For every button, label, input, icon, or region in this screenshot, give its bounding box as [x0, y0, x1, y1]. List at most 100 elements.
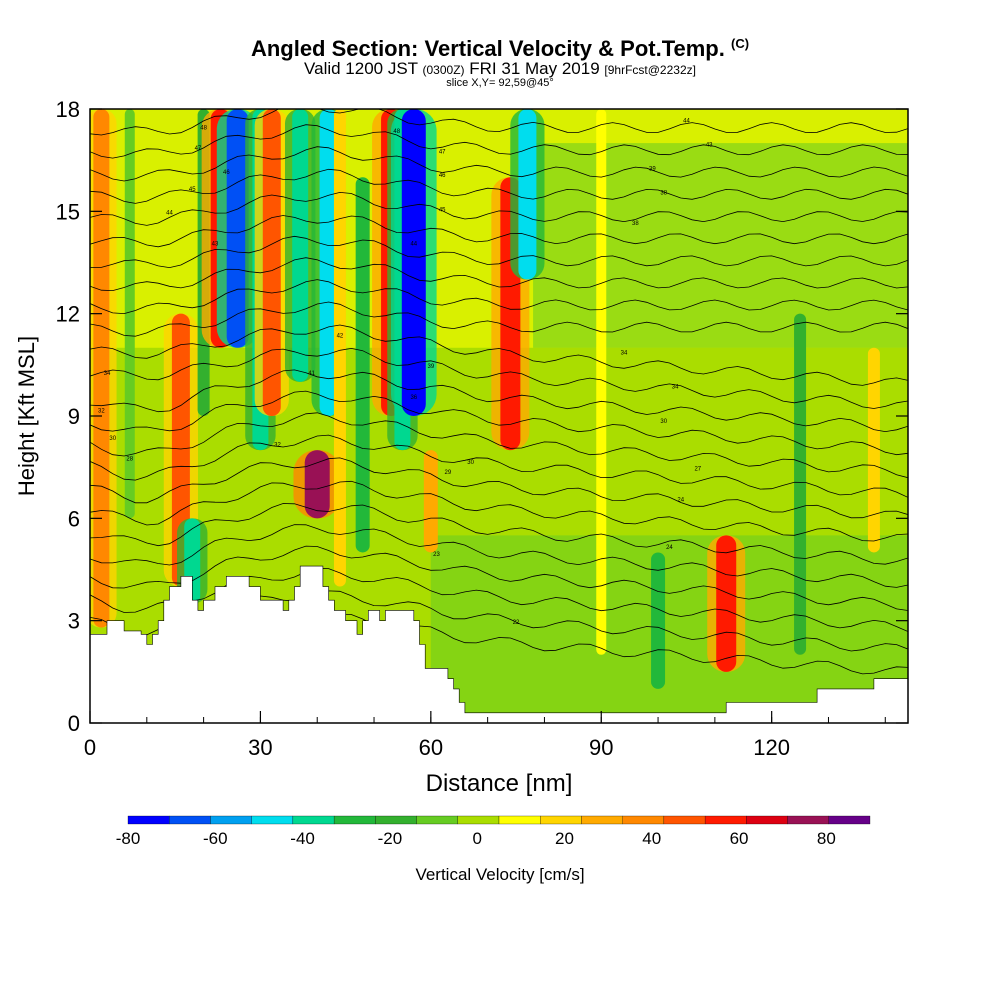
colorbar-tick-label: 40: [642, 829, 661, 848]
y-tick-label: 0: [68, 711, 80, 736]
colorbar-label: Vertical Velocity [cm/s]: [415, 865, 584, 884]
isotherm-label: 48: [200, 125, 207, 131]
isotherm-label: 41: [308, 371, 315, 377]
valid-date: FRI 31 May 2019: [469, 59, 600, 78]
isotherm-line: [90, 412, 908, 479]
isotherm-label: 24: [666, 545, 673, 551]
velocity-plume: [93, 109, 110, 628]
isotherm-line: [90, 279, 908, 315]
isotherm-line: [90, 301, 908, 337]
isotherm-label: 38: [632, 221, 639, 227]
isotherm-label: 24: [677, 497, 684, 503]
colorbar-swatch: [663, 815, 706, 825]
velocity-plume: [171, 313, 190, 587]
colorbar-swatch: [169, 815, 211, 825]
slice-info: slice X,Y= 92,59@45°: [446, 77, 554, 89]
colorbar-swatch: [333, 815, 376, 825]
isotherm-label: 29: [445, 470, 452, 476]
colorbar-tick-label: 0: [472, 829, 481, 848]
x-axis-label: Distance [nm]: [426, 770, 573, 797]
velocity-plume: [596, 109, 607, 655]
isotherm-line: [90, 524, 908, 588]
isotherm-line: [90, 146, 908, 182]
velocity-plume: [262, 109, 281, 416]
valid-time: Valid 1200 JST: [304, 59, 418, 78]
isotherm-label: 30: [109, 436, 116, 442]
y-tick-label: 3: [68, 609, 80, 634]
isotherm-line: [90, 168, 908, 204]
isotherm-label: 44: [410, 241, 417, 247]
isotherm-label: 34: [104, 371, 111, 377]
isotherm-label: 44: [166, 211, 173, 217]
title-main: Angled Section: Vertical Velocity & Pot.…: [250, 36, 725, 61]
isotherm-line: [90, 545, 908, 611]
x-tick-label: 120: [753, 735, 790, 760]
isotherm-line: [90, 257, 908, 292]
isotherm-line: [90, 434, 908, 498]
isotherm-label: 43: [212, 241, 219, 247]
isotherm-label: 32: [274, 443, 281, 449]
colorbar-swatch: [622, 815, 665, 825]
field-region: [430, 535, 908, 713]
colorbar-swatch: [127, 815, 170, 825]
terrain-mask: [90, 565, 908, 723]
colorbar-tick-label: 80: [817, 829, 836, 848]
x-tick-label: 90: [589, 735, 613, 760]
colorbar-tick-label: -80: [116, 829, 141, 848]
velocity-plume: [651, 552, 666, 689]
isotherm-line: [90, 109, 908, 136]
isotherm-label: 44: [683, 119, 690, 125]
colorbar-swatch: [828, 815, 871, 825]
isotherm-line: [90, 369, 908, 433]
colorbar-swatch: [704, 815, 747, 825]
colorbar-swatch: [787, 815, 829, 825]
colorbar: -80 -60 -40 -20 0 20 40 60 80 Vertical Velocity […: [116, 815, 871, 884]
isotherm-label: 39: [427, 364, 434, 370]
isotherm-line: [90, 215, 908, 248]
colorbar-swatch: [581, 815, 623, 825]
velocity-plume: [867, 347, 880, 553]
isotherm-line: [90, 235, 908, 269]
colorbar-swatch: [746, 815, 788, 825]
title-unit: (C): [731, 36, 750, 51]
isotherm-line: [90, 191, 908, 226]
velocity-plume: [304, 450, 330, 519]
isotherm-line: [90, 324, 908, 386]
plot-area: 48 47 46 45 44 43 48 47 46 45 44 44 43 39 38 38 42 41 39 36…: [90, 109, 908, 723]
isotherm-label: 48: [393, 129, 400, 135]
velocity-plume: [518, 109, 537, 280]
y-axis-label: Height [Kft MSL]: [14, 336, 39, 496]
isotherm-line: [90, 503, 908, 565]
colorbar-swatch: [292, 815, 335, 825]
isotherm-label: 43: [706, 143, 713, 149]
velocity-plume: [319, 109, 338, 416]
y-tick-label: 12: [56, 302, 80, 327]
y-tick-label: 18: [56, 97, 80, 122]
velocity-plume: [401, 109, 426, 416]
y-tick-label: 15: [56, 199, 80, 224]
isotherm-label: 42: [337, 334, 344, 340]
isotherm-line: [90, 457, 908, 519]
colorbar-tick-label: 20: [555, 829, 574, 848]
isotherm-line: [90, 347, 908, 409]
isotherm-label: 27: [694, 467, 701, 473]
colorbar-tick-label: 60: [730, 829, 749, 848]
velocity-plume: [355, 177, 370, 553]
zulu-time: (0300Z): [422, 63, 465, 77]
isotherm-label: 36: [410, 395, 417, 401]
isotherm-label: 45: [189, 187, 196, 193]
chart-title: Angled Section: Vertical Velocity & Pot.…: [0, 36, 1000, 62]
isotherm-label: 34: [672, 385, 679, 391]
colorbar-swatch: [416, 815, 458, 825]
isotherm-label: 30: [660, 419, 667, 425]
isotherm-label: 45: [439, 207, 446, 213]
x-tick-label: 30: [248, 735, 272, 760]
colorbar-swatch: [457, 815, 500, 825]
x-tick-label: 0: [84, 735, 96, 760]
velocity-plume: [226, 109, 249, 348]
isotherm-label: 34: [621, 351, 628, 357]
isotherm-label: 30: [467, 460, 474, 466]
velocity-plume: [124, 109, 135, 519]
